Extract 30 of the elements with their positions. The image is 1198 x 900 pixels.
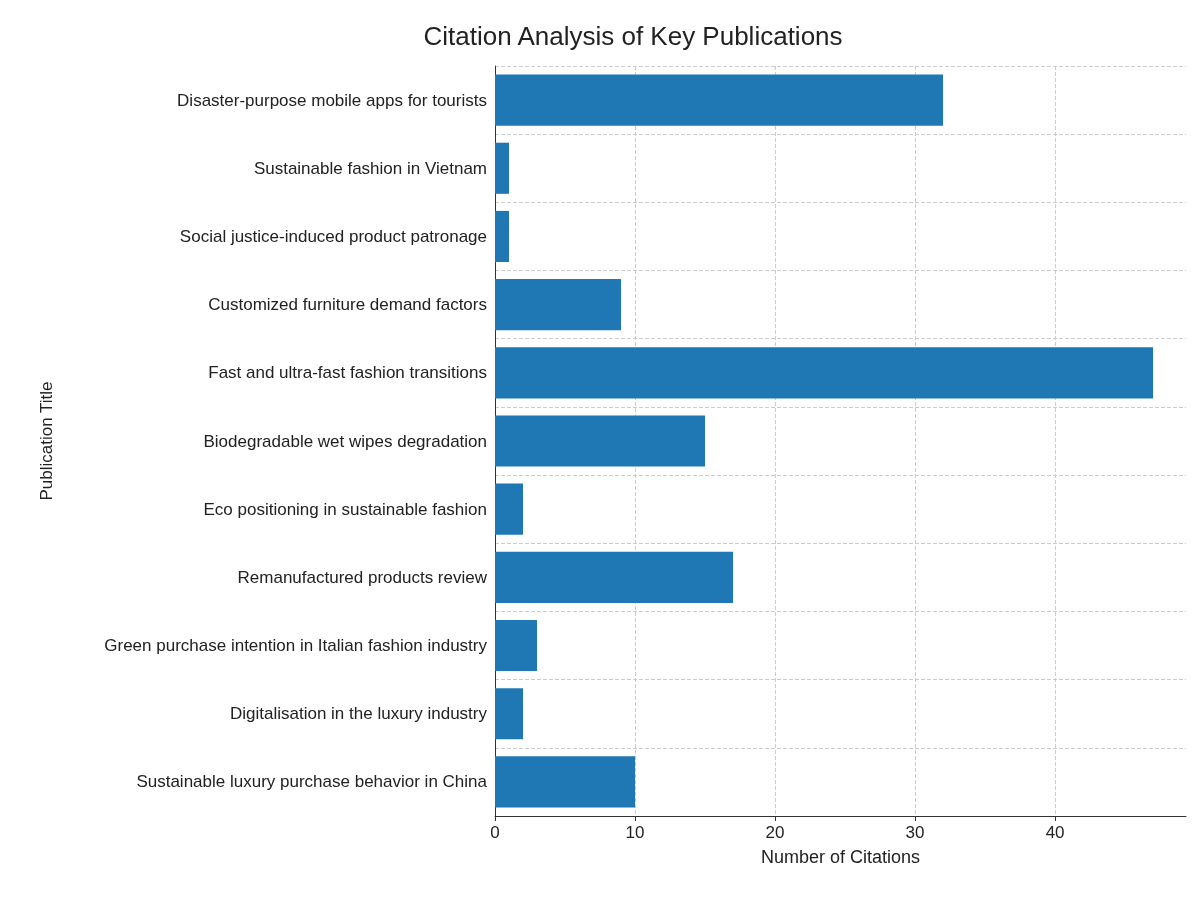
bar (495, 688, 523, 740)
y-tick-label: Social justice-induced product patronage (179, 226, 487, 246)
x-tick-label: 10 (625, 823, 645, 842)
y-tick-label: Fast and ultra-fast fashion transitions (208, 363, 487, 383)
bar (495, 483, 523, 535)
bar (495, 74, 944, 126)
x-tick-label: 30 (905, 823, 925, 842)
bar (495, 756, 636, 808)
y-axis-title: Publication Title (37, 381, 56, 501)
x-axis-title: Number of Citations (760, 847, 921, 867)
y-tick-label: Eco positioning in sustainable fashion (203, 499, 487, 519)
x-tick-label: 20 (765, 823, 785, 842)
bar (495, 347, 1154, 399)
bar (495, 279, 622, 331)
bar (495, 210, 509, 263)
x-tick-label: 40 (1045, 823, 1065, 842)
bar (495, 415, 706, 467)
y-tick-label: Customized furniture demand factors (208, 295, 487, 315)
x-tick-label: 0 (490, 823, 500, 842)
y-tick-label: Biodegradable wet wipes degradation (203, 431, 487, 451)
y-tick-label: Remanufactured products review (237, 567, 488, 587)
y-tick-label: Sustainable fashion in Vietnam (253, 158, 487, 178)
bar (495, 551, 734, 603)
y-tick-label: Sustainable luxury purchase behavior in China (136, 772, 488, 792)
y-tick-label: Digitalisation in the luxury industry (229, 704, 488, 724)
bar (495, 142, 509, 194)
bar (495, 619, 538, 672)
chart-title: Citation Analysis of Key Publications (423, 21, 843, 51)
y-tick-label: Disaster-purpose mobile apps for tourists (177, 90, 487, 110)
y-tick-label: Green purchase intention in Italian fashion industry (104, 636, 488, 656)
